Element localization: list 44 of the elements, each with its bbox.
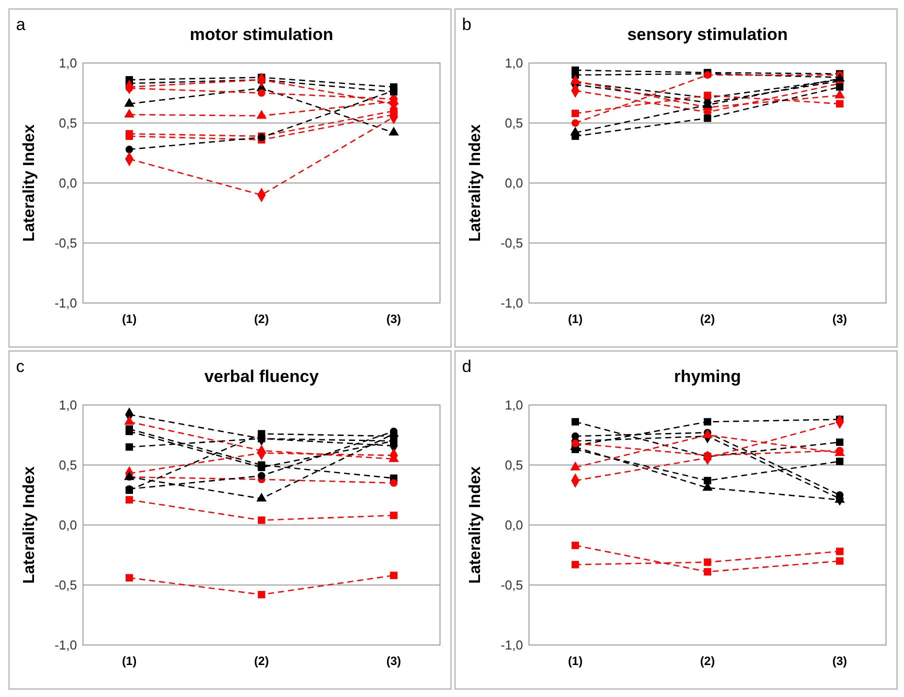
chart-title: motor stimulation [190,25,334,44]
x-tick-label: (1) [568,654,583,668]
y-tick-label: 1,0 [58,56,77,71]
y-tick-label: -0,5 [54,578,77,593]
y-tick-label: -0,5 [54,236,77,251]
x-tick-label: (1) [568,312,583,326]
chart-title: verbal fluency [204,367,320,386]
x-tick-label: (2) [254,654,269,668]
y-tick-label: 0,5 [58,116,77,131]
y-tick-label: 0,5 [504,116,523,131]
x-tick-label: (2) [700,654,715,668]
y-tick-label: 0,5 [58,458,77,473]
y-tick-label: -0,5 [500,578,523,593]
x-tick-label: (2) [700,312,715,326]
x-tick-label: (3) [832,312,848,326]
text: b [462,15,472,34]
y-axis-title: Laterality Index [21,466,38,584]
text: a [16,15,26,34]
chart-title: sensory stimulation [627,25,788,44]
x-tick-label: (3) [832,654,848,668]
y-tick-label: -0,5 [500,236,523,251]
chart-title: rhyming [674,367,742,386]
x-tick-label: (1) [122,654,137,668]
x-tick-label: (3) [386,654,402,668]
text: d [462,357,472,376]
text: c [16,357,25,376]
y-tick-label: 1,0 [504,398,523,413]
y-tick-label: 0,0 [504,176,523,191]
y-tick-label: -1,0 [54,638,77,653]
y-tick-label: -1,0 [54,296,77,311]
x-tick-label: (2) [254,312,269,326]
y-tick-label: -1,0 [500,638,523,653]
x-tick-label: (3) [386,312,402,326]
y-axis-title: Laterality Index [467,124,484,242]
y-tick-label: 0,0 [58,176,77,191]
y-tick-label: 0,0 [58,518,77,533]
y-tick-label: 0,5 [504,458,523,473]
y-tick-label: -1,0 [500,296,523,311]
y-tick-label: 1,0 [504,56,523,71]
x-tick-label: (1) [122,312,137,326]
y-axis-title: Laterality Index [467,466,484,584]
y-tick-label: 0,0 [504,518,523,533]
y-axis-title: Laterality Index [21,124,38,242]
y-tick-label: 1,0 [58,398,77,413]
